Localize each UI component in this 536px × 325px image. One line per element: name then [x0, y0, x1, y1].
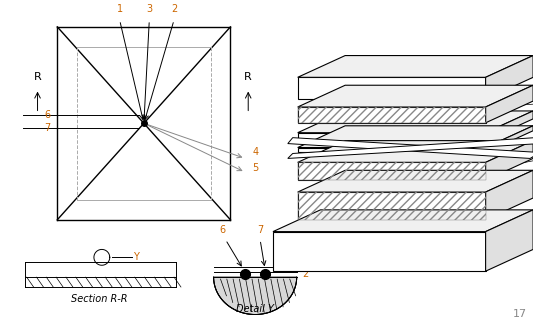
Text: B: B — [497, 102, 504, 112]
Polygon shape — [297, 170, 533, 192]
Polygon shape — [297, 56, 533, 77]
Polygon shape — [273, 210, 533, 232]
Text: 7: 7 — [257, 225, 263, 235]
Text: 6: 6 — [44, 111, 50, 120]
Polygon shape — [297, 133, 486, 141]
Text: 17: 17 — [513, 309, 527, 319]
Text: C2: C2 — [497, 138, 510, 149]
Text: Section R-R: Section R-R — [71, 294, 127, 304]
Text: 5: 5 — [252, 163, 258, 173]
Polygon shape — [297, 148, 486, 152]
Polygon shape — [297, 107, 486, 123]
Text: 3: 3 — [146, 4, 152, 14]
Text: D: D — [497, 163, 505, 173]
Text: 2: 2 — [171, 4, 177, 14]
Text: R: R — [244, 72, 252, 82]
Polygon shape — [486, 85, 533, 123]
Text: F: F — [497, 254, 503, 264]
Text: R: R — [34, 72, 41, 82]
Polygon shape — [297, 141, 533, 162]
Polygon shape — [297, 77, 486, 99]
Text: 6: 6 — [219, 225, 226, 235]
Polygon shape — [273, 232, 486, 271]
Polygon shape — [288, 138, 536, 158]
Polygon shape — [297, 162, 486, 180]
Text: 1: 1 — [116, 4, 123, 14]
Polygon shape — [297, 192, 486, 220]
Polygon shape — [486, 210, 533, 271]
Polygon shape — [486, 111, 533, 141]
Text: E: E — [497, 202, 504, 212]
Polygon shape — [288, 138, 536, 158]
Text: 2: 2 — [303, 269, 309, 279]
Polygon shape — [297, 111, 533, 133]
Polygon shape — [486, 126, 533, 152]
Text: Detail Y: Detail Y — [236, 304, 274, 314]
Text: Y: Y — [133, 252, 139, 262]
Text: 7: 7 — [44, 123, 51, 133]
Polygon shape — [486, 56, 533, 99]
Polygon shape — [214, 277, 297, 315]
Text: A: A — [497, 78, 504, 88]
Polygon shape — [486, 170, 533, 220]
Polygon shape — [486, 141, 533, 180]
Text: C1: C1 — [497, 124, 510, 134]
Polygon shape — [297, 126, 533, 148]
Polygon shape — [297, 85, 533, 107]
Text: 4: 4 — [252, 148, 258, 158]
